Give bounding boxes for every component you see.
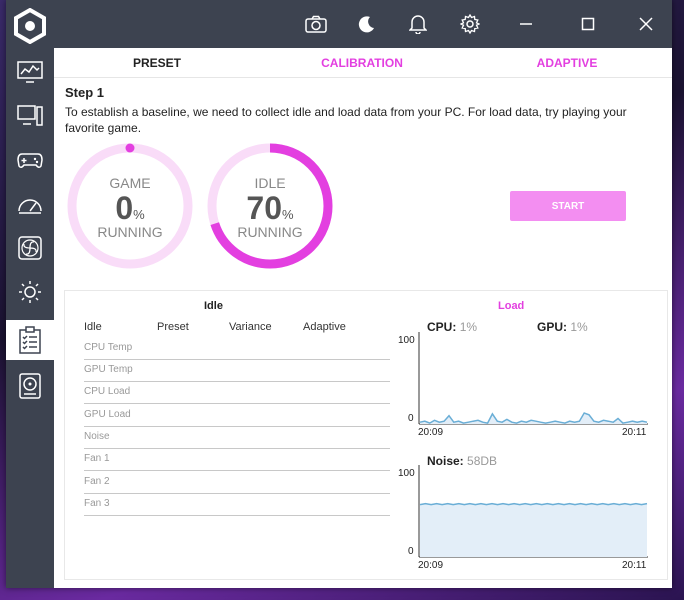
tab-bar: PRESET CALIBRATION ADAPTIVE	[54, 48, 672, 78]
noise-x-end: 20:11	[622, 560, 647, 571]
camera-icon	[305, 15, 327, 33]
row-fan-1: Fan 1	[84, 453, 110, 464]
game-percent: 0%	[64, 190, 196, 227]
noise-label: Noise:	[427, 454, 464, 468]
noise-chart	[418, 465, 648, 558]
sidebar-item-lighting[interactable]	[6, 272, 54, 312]
sidebar-item-performance[interactable]	[6, 184, 54, 224]
noise-y-min: 0	[408, 546, 414, 557]
column-variance: Variance	[229, 321, 272, 333]
idle-label: IDLE	[254, 175, 286, 191]
start-button[interactable]: START	[510, 191, 626, 221]
desktop-pc-icon	[17, 105, 43, 126]
game-status: RUNNING	[97, 224, 163, 240]
table-row: GPU Load	[84, 405, 390, 427]
app-logo-icon[interactable]	[14, 8, 46, 44]
noise-y-max: 100	[398, 468, 415, 479]
step-description: To establish a baseline, we need to coll…	[65, 105, 627, 135]
moon-icon	[358, 16, 374, 33]
gear-icon	[460, 14, 480, 34]
noise-stat: Noise: 58DB	[427, 454, 497, 468]
load-chart	[418, 332, 648, 425]
table-row: Fan 3	[84, 494, 390, 516]
gpu-label: GPU:	[537, 320, 567, 334]
bell-icon	[409, 15, 427, 34]
settings-button[interactable]	[458, 12, 482, 36]
column-preset: Preset	[157, 321, 189, 333]
maximize-icon	[581, 17, 595, 31]
idle-status: RUNNING	[237, 224, 303, 240]
sidebar-item-monitor[interactable]	[6, 52, 54, 92]
cpu-value: 1%	[459, 320, 478, 334]
noise-value: 58DB	[467, 454, 498, 468]
sidebar-item-gaming[interactable]	[6, 140, 54, 180]
table-row: Fan 1	[84, 449, 390, 471]
minimize-icon	[520, 23, 532, 25]
row-gpu-load: GPU Load	[84, 409, 131, 420]
tab-adaptive[interactable]: ADAPTIVE	[536, 56, 598, 70]
row-gpu-temp: GPU Temp	[84, 364, 133, 375]
idle-value: 70	[246, 190, 283, 226]
noise-x-start: 20:09	[418, 560, 444, 571]
noise-line	[419, 502, 648, 506]
idle-progress-ring	[207, 143, 333, 269]
idle-unit: %	[282, 207, 294, 222]
title-bar	[54, 0, 672, 48]
game-unit: %	[133, 207, 145, 222]
column-idle: Idle	[84, 321, 102, 333]
sidebar	[6, 0, 54, 588]
monitor-chart-icon	[17, 61, 43, 83]
sidebar-item-cooling[interactable]	[6, 228, 54, 268]
table-row: Fan 2	[84, 472, 390, 494]
game-progress-ring	[67, 143, 193, 269]
idle-heading: Idle	[204, 300, 223, 312]
table-row: CPU Temp	[84, 338, 390, 360]
load-x-end: 20:11	[622, 427, 647, 438]
minimize-button[interactable]	[514, 12, 538, 36]
noise-area	[420, 503, 647, 557]
cpu-stat: CPU: 1%	[427, 320, 477, 334]
idle-percent: 70%	[204, 190, 336, 227]
load-y-min: 0	[408, 413, 414, 424]
speedometer-icon	[18, 199, 42, 214]
theme-button[interactable]	[355, 12, 379, 36]
table-row: Noise	[84, 427, 390, 449]
tab-calibration[interactable]: CALIBRATION	[321, 56, 403, 70]
app-window: PRESET CALIBRATION ADAPTIVE Step 1 To es…	[6, 0, 672, 588]
tab-preset[interactable]: PRESET	[132, 56, 181, 70]
sidebar-item-storage[interactable]	[6, 366, 54, 406]
column-adaptive: Adaptive	[303, 321, 346, 333]
gpu-value: 1%	[570, 320, 588, 334]
close-button[interactable]	[634, 12, 658, 36]
close-icon	[639, 17, 653, 31]
row-cpu-temp: CPU Temp	[84, 342, 133, 353]
table-row: GPU Temp	[84, 360, 390, 382]
load-heading: Load	[498, 300, 525, 312]
row-fan-2: Fan 2	[84, 476, 110, 487]
load-x-start: 20:09	[418, 427, 444, 438]
sidebar-item-calibration[interactable]	[6, 320, 54, 360]
hard-drive-icon	[19, 373, 41, 399]
load-line	[419, 412, 648, 424]
notifications-button[interactable]	[406, 12, 430, 36]
sidebar-item-system[interactable]	[6, 96, 54, 136]
gamepad-icon	[17, 153, 43, 169]
fan-icon	[18, 236, 42, 260]
row-noise: Noise	[84, 431, 110, 442]
maximize-button[interactable]	[576, 12, 600, 36]
row-cpu-load: CPU Load	[84, 386, 131, 397]
sun-icon	[19, 281, 41, 303]
step-title: Step 1	[65, 85, 105, 100]
clipboard-checklist-icon	[19, 326, 41, 354]
gpu-stat: GPU: 1%	[537, 320, 588, 334]
load-y-max: 100	[398, 335, 415, 346]
game-progress-marker	[125, 143, 135, 153]
game-value: 0	[115, 190, 134, 226]
row-fan-3: Fan 3	[84, 498, 110, 509]
table-row: CPU Load	[84, 382, 390, 404]
game-label: GAME	[109, 175, 151, 191]
cpu-label: CPU:	[427, 320, 457, 334]
screenshot-button[interactable]	[304, 12, 328, 36]
